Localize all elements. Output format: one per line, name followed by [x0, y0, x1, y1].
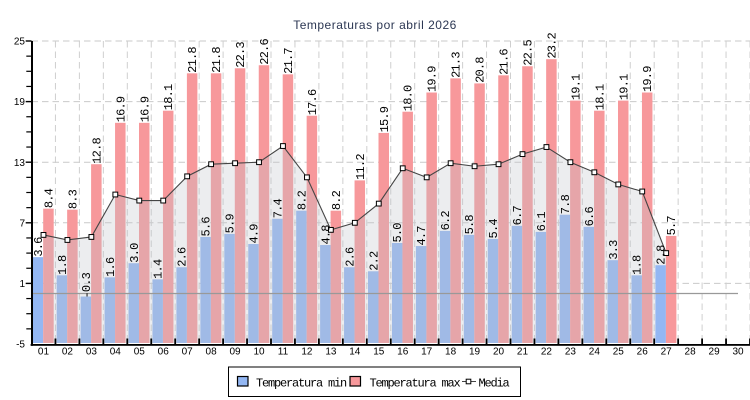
svg-text:29: 29 — [709, 347, 721, 358]
svg-text:17: 17 — [421, 347, 433, 358]
svg-text:06: 06 — [158, 347, 170, 358]
svg-text:4.9: 4.9 — [248, 224, 262, 244]
svg-text:27: 27 — [661, 347, 673, 358]
svg-text:7.4: 7.4 — [271, 198, 285, 218]
svg-text:13: 13 — [325, 347, 337, 358]
svg-text:6.1: 6.1 — [535, 212, 549, 232]
svg-text:8.4: 8.4 — [42, 188, 56, 208]
svg-text:22.3: 22.3 — [234, 42, 248, 68]
svg-text:5.9: 5.9 — [224, 214, 238, 234]
svg-text:19: 19 — [469, 347, 481, 358]
svg-text:Temperatura min: Temperatura min — [256, 376, 347, 390]
svg-text:30: 30 — [732, 347, 744, 358]
svg-text:20: 20 — [493, 347, 505, 358]
svg-text:2.6: 2.6 — [176, 247, 190, 267]
svg-text:22.6: 22.6 — [258, 39, 272, 65]
svg-text:1.8: 1.8 — [631, 255, 645, 275]
svg-text:21.8: 21.8 — [186, 47, 200, 73]
svg-text:20.8: 20.8 — [474, 57, 488, 83]
svg-text:16: 16 — [397, 347, 409, 358]
svg-text:5.7: 5.7 — [665, 216, 679, 236]
svg-text:Media: Media — [479, 376, 510, 390]
svg-text:19.1: 19.1 — [569, 74, 583, 100]
svg-text:-0.3: -0.3 — [80, 272, 94, 298]
svg-text:24: 24 — [589, 347, 601, 358]
svg-text:13: 13 — [14, 158, 26, 169]
svg-text:16.9: 16.9 — [114, 96, 128, 122]
svg-text:01: 01 — [38, 347, 50, 358]
svg-text:7: 7 — [19, 218, 25, 229]
svg-text:08: 08 — [206, 347, 218, 358]
svg-text:6.2: 6.2 — [439, 211, 453, 231]
svg-text:5.8: 5.8 — [463, 215, 477, 235]
svg-text:4.7: 4.7 — [415, 226, 429, 246]
svg-text:05: 05 — [134, 347, 146, 358]
svg-text:03: 03 — [86, 347, 98, 358]
svg-text:5.4: 5.4 — [487, 219, 501, 239]
svg-text:28: 28 — [685, 347, 697, 358]
svg-text:12: 12 — [301, 347, 313, 358]
svg-text:10: 10 — [253, 347, 265, 358]
svg-text:07: 07 — [182, 347, 194, 358]
svg-text:18.1: 18.1 — [593, 84, 607, 110]
svg-text:02: 02 — [62, 347, 74, 358]
svg-text:21.7: 21.7 — [282, 48, 296, 74]
svg-text:6.6: 6.6 — [583, 207, 597, 227]
svg-text:19.1: 19.1 — [617, 74, 631, 100]
svg-text:16.9: 16.9 — [138, 96, 152, 122]
svg-text:25: 25 — [14, 37, 26, 48]
svg-text:21: 21 — [517, 347, 529, 358]
svg-text:4.8: 4.8 — [319, 225, 333, 245]
svg-text:11: 11 — [278, 347, 289, 358]
svg-text:3.3: 3.3 — [607, 240, 621, 260]
svg-text:1.6: 1.6 — [104, 257, 118, 277]
svg-text:14: 14 — [349, 347, 361, 358]
svg-text:8.2: 8.2 — [330, 190, 344, 210]
svg-text:23.2: 23.2 — [545, 32, 559, 58]
svg-text:04: 04 — [110, 347, 122, 358]
svg-text:3.0: 3.0 — [128, 243, 142, 263]
svg-text:2.8: 2.8 — [655, 245, 669, 265]
svg-text:11.2: 11.2 — [354, 154, 368, 180]
svg-text:Temperaturas por abril 2026: Temperaturas por abril 2026 — [293, 18, 457, 32]
svg-text:2.2: 2.2 — [367, 251, 381, 271]
svg-text:22: 22 — [541, 347, 553, 358]
svg-text:18.0: 18.0 — [402, 85, 416, 111]
svg-text:12.8: 12.8 — [90, 138, 104, 164]
svg-text:Temperatura max: Temperatura max — [370, 376, 461, 390]
svg-text:23: 23 — [565, 347, 577, 358]
svg-text:7.8: 7.8 — [559, 194, 573, 214]
svg-text:09: 09 — [230, 347, 242, 358]
svg-text:5.6: 5.6 — [200, 217, 214, 237]
svg-text:3.6: 3.6 — [32, 237, 46, 257]
svg-text:5.0: 5.0 — [391, 223, 405, 243]
svg-text:15: 15 — [373, 347, 385, 358]
svg-text:19: 19 — [14, 97, 26, 108]
svg-text:26: 26 — [637, 347, 649, 358]
svg-text:1: 1 — [19, 279, 25, 290]
svg-text:1.8: 1.8 — [56, 255, 70, 275]
svg-text:21.8: 21.8 — [210, 47, 224, 73]
svg-text:21.3: 21.3 — [450, 52, 464, 78]
svg-text:6.7: 6.7 — [511, 206, 525, 226]
svg-text:8.3: 8.3 — [66, 189, 80, 209]
svg-text:15.9: 15.9 — [378, 106, 392, 132]
svg-text:25: 25 — [613, 347, 625, 358]
svg-text:18: 18 — [445, 347, 457, 358]
svg-text:1.4: 1.4 — [152, 259, 166, 279]
svg-text:-5: -5 — [16, 340, 25, 351]
svg-text:19.9: 19.9 — [641, 66, 655, 92]
svg-text:22.5: 22.5 — [521, 40, 535, 66]
svg-text:8.2: 8.2 — [295, 190, 309, 210]
svg-text:2.6: 2.6 — [343, 247, 357, 267]
svg-text:18.1: 18.1 — [162, 84, 176, 110]
svg-text:21.6: 21.6 — [498, 49, 512, 75]
svg-text:19.9: 19.9 — [426, 66, 440, 92]
svg-text:17.6: 17.6 — [306, 89, 320, 115]
